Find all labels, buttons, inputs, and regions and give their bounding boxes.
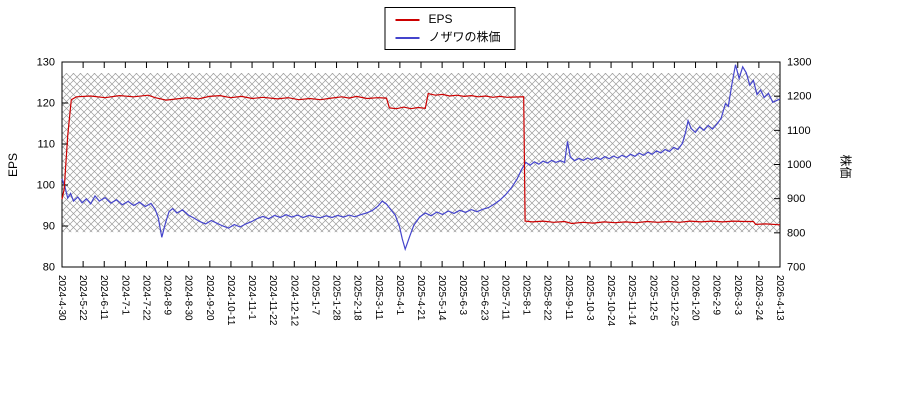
x-tick-label: 2025-10-24: [605, 275, 616, 327]
x-tick-label: 2025-10-3: [584, 275, 595, 321]
left-tick-label: 90: [43, 221, 55, 233]
x-tick-label: 2026-3-3: [732, 275, 743, 315]
x-tick-label: 2025-12-5: [647, 275, 658, 321]
right-tick-label: 800: [787, 227, 805, 239]
x-tick-label: 2025-4-21: [415, 275, 426, 321]
x-tick-label: 2024-11-1: [246, 275, 257, 320]
x-tick-label: 2024-9-20: [204, 275, 215, 321]
x-tick-label: 2025-3-11: [373, 275, 384, 320]
right-tick-label: 1100: [787, 125, 811, 137]
x-tick-label: 2025-9-11: [563, 275, 574, 320]
x-tick-label: 2025-2-18: [352, 275, 363, 321]
legend-item-stock-price: ノザワの株価: [395, 30, 501, 44]
eps-line-sample-icon: [395, 18, 420, 21]
right-tick-label: 1200: [787, 91, 811, 103]
legend-box: EPS ノザワの株価: [384, 7, 516, 50]
right-tick-label: 1000: [787, 159, 811, 171]
x-tick-label: 2024-8-30: [183, 275, 194, 321]
left-tick-label: 130: [37, 57, 55, 69]
x-tick-label: 2025-1-7: [309, 275, 320, 315]
x-tick-label: 2024-7-22: [140, 275, 151, 321]
x-tick-label: 2025-1-28: [331, 275, 342, 321]
series-line: [61, 92, 781, 226]
x-tick-label: 2025-7-11: [499, 275, 510, 320]
x-tick-label: 2025-5-14: [436, 275, 447, 321]
x-tick-label: 2025-4-1: [394, 275, 405, 315]
x-tick-label: 2026-2-9: [711, 275, 722, 315]
left-tick-label: 110: [37, 139, 55, 151]
x-tick-label: 2024-5-22: [77, 275, 88, 321]
x-tick-label: 2026-1-20: [690, 275, 701, 321]
x-tick-label: 2024-11-22: [267, 275, 278, 326]
x-tick-label: 2026-4-13: [774, 275, 785, 321]
hatch-band: [62, 73, 780, 233]
legend-label-stock-price: ノザワの株価: [428, 30, 501, 44]
left-tick-label: 100: [37, 180, 55, 192]
x-tick-label: 2024-12-12: [288, 275, 299, 327]
x-tick-label: 2024-8-9: [162, 275, 173, 315]
right-tick-label: 1300: [787, 57, 811, 69]
left-tick-label: 80: [43, 262, 55, 274]
right-tick-label: 900: [787, 193, 805, 205]
legend-label-eps: EPS: [428, 12, 453, 26]
x-tick-label: 2025-6-3: [457, 275, 468, 315]
x-tick-label: 2024-6-11: [98, 275, 109, 320]
stock-line-sample-icon: [395, 36, 420, 39]
legend-item-eps: EPS: [395, 13, 500, 26]
x-tick-label: 2024-7-1: [119, 275, 130, 315]
x-tick-label: 2025-11-14: [626, 275, 637, 326]
x-tick-label: 2025-8-22: [542, 275, 553, 321]
x-tick-label: 2024-10-11: [225, 275, 236, 326]
x-tick-label: 2025-8-1: [521, 275, 532, 315]
x-tick-label: 2025-6-23: [478, 275, 489, 321]
right-tick-label: 700: [787, 262, 805, 274]
series-line: [61, 64, 781, 252]
x-tick-label: 2025-12-25: [668, 275, 679, 327]
left-tick-label: 120: [37, 98, 55, 110]
x-tick-label: 2024-4-30: [56, 275, 67, 321]
x-tick-label: 2026-3-24: [753, 275, 764, 321]
plot-border: [61, 61, 781, 268]
